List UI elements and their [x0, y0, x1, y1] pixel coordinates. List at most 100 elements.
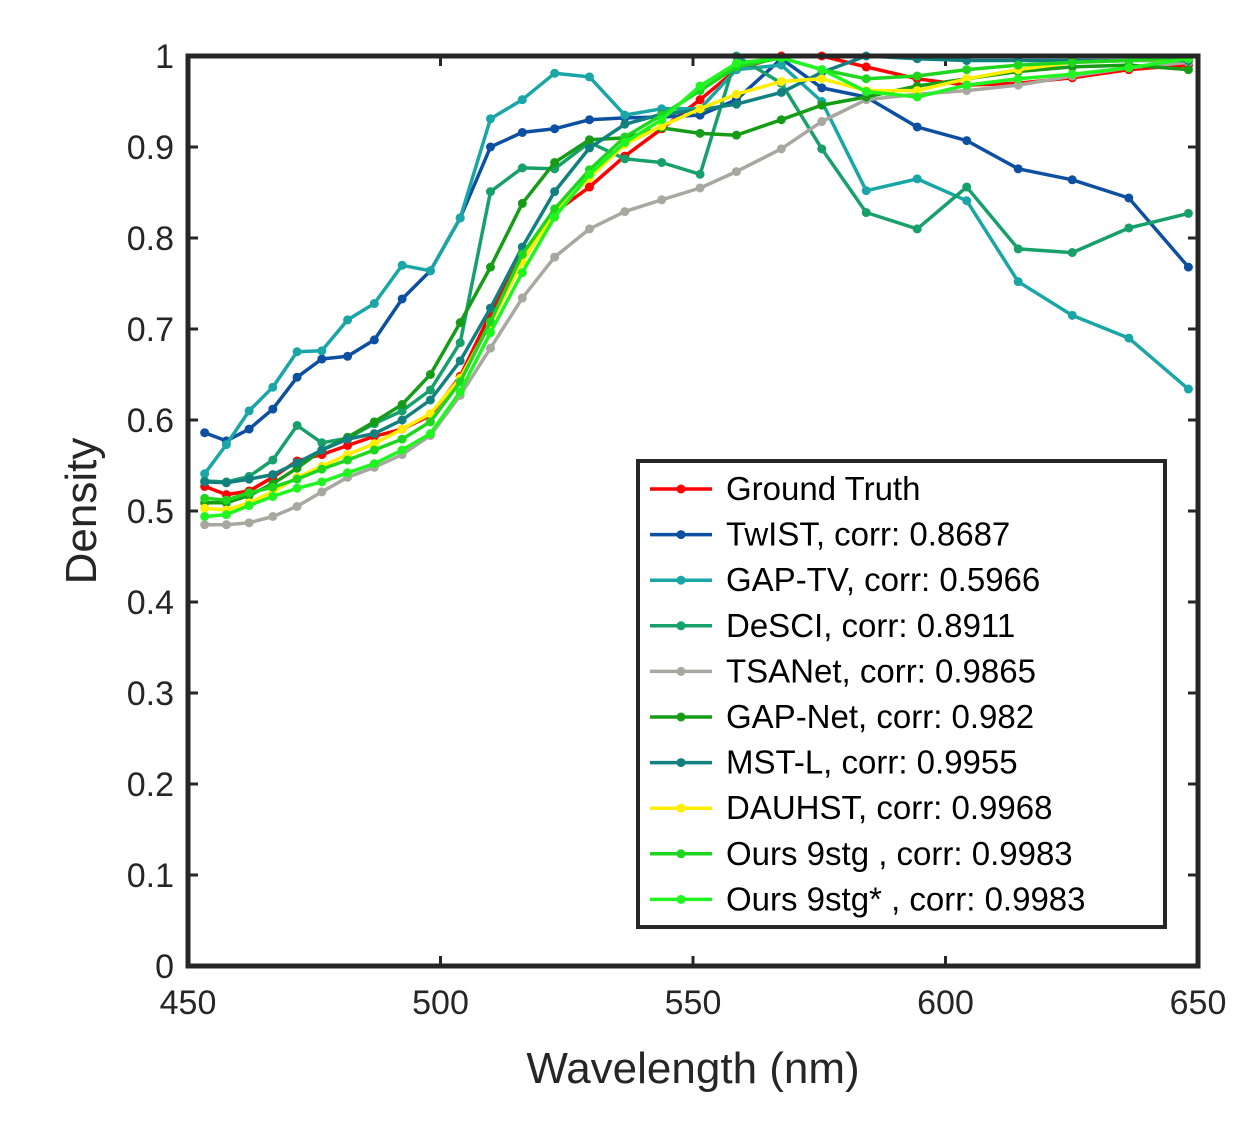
data-point — [584, 224, 594, 234]
data-point — [1013, 74, 1023, 84]
data-point — [962, 182, 972, 192]
series-line — [204, 56, 1190, 443]
data-point — [485, 114, 495, 124]
data-point — [817, 144, 827, 154]
data-point — [200, 428, 210, 438]
data-point — [657, 115, 667, 125]
legend-marker — [676, 530, 686, 540]
data-point — [292, 474, 302, 484]
legend-entry: Ground Truth — [650, 470, 920, 507]
legend-marker — [676, 666, 686, 676]
data-point — [485, 187, 495, 197]
data-point — [1013, 80, 1023, 90]
data-point — [317, 438, 327, 448]
data-point — [620, 154, 630, 164]
y-tick-label: 0.8 — [127, 220, 174, 258]
data-point — [425, 395, 435, 405]
legend-entry: TSANet, corr: 0.9865 — [650, 652, 1036, 689]
data-point — [200, 469, 210, 479]
data-point — [455, 338, 465, 348]
data-point — [317, 346, 327, 356]
data-point — [317, 477, 327, 487]
data-point — [1124, 333, 1134, 343]
legend-label: Ground Truth — [726, 470, 920, 507]
data-point — [1183, 208, 1193, 218]
data-point — [817, 117, 827, 127]
data-point — [292, 372, 302, 382]
data-point — [397, 406, 407, 416]
data-point — [584, 115, 594, 125]
data-point — [657, 195, 667, 205]
data-point — [861, 86, 871, 96]
legend-label: Ours 9stg* , corr: 0.9983 — [726, 880, 1086, 917]
data-point — [1124, 193, 1134, 203]
data-point — [517, 198, 527, 208]
data-point — [1124, 63, 1134, 73]
data-point — [397, 260, 407, 270]
data-point — [861, 208, 871, 218]
data-point — [517, 127, 527, 137]
data-point — [1013, 60, 1023, 70]
data-point — [1067, 69, 1077, 79]
data-point — [221, 510, 231, 520]
data-point — [369, 417, 379, 427]
data-point — [397, 415, 407, 425]
legend-entry: GAP-TV, corr: 0.5966 — [650, 561, 1040, 598]
legend: Ground Truth TwIST, corr: 0.8687 GAP-TV, c… — [636, 459, 1167, 929]
data-point — [731, 89, 741, 99]
data-point — [517, 95, 527, 105]
legend-label: GAP-Net, corr: 0.982 — [726, 698, 1034, 735]
data-point — [221, 495, 231, 505]
data-point — [731, 167, 741, 177]
data-point — [244, 424, 254, 434]
data-point — [776, 60, 786, 70]
data-point — [317, 354, 327, 364]
data-point — [200, 477, 210, 487]
data-point — [550, 157, 560, 167]
data-point — [817, 83, 827, 93]
data-point — [517, 249, 527, 259]
data-point — [550, 124, 560, 134]
data-point — [1067, 57, 1077, 67]
data-point — [244, 501, 254, 511]
data-point — [485, 142, 495, 152]
y-tick-label: 1 — [155, 38, 174, 76]
data-point — [485, 343, 495, 353]
data-point — [695, 169, 705, 179]
data-point — [369, 299, 379, 309]
data-point — [369, 429, 379, 439]
data-point — [731, 130, 741, 140]
data-point — [584, 72, 594, 82]
y-tick-label: 0.1 — [127, 857, 174, 895]
legend-entry: Ours 9stg* , corr: 0.9983 — [650, 880, 1086, 917]
data-point — [584, 143, 594, 153]
data-point — [425, 370, 435, 379]
data-point — [268, 511, 278, 521]
y-tick-label: 0.6 — [127, 402, 174, 440]
y-tick-label: 0 — [155, 948, 174, 986]
data-point — [397, 294, 407, 304]
data-point — [343, 440, 353, 450]
series-line — [203, 63, 1190, 475]
data-point — [517, 268, 527, 278]
data-point — [1013, 164, 1023, 174]
data-point — [292, 458, 302, 468]
x-tick-label: 600 — [917, 984, 974, 1022]
series-9 — [200, 53, 1193, 521]
data-point — [1067, 310, 1077, 320]
data-point — [317, 487, 327, 497]
legend-entry: DeSCI, corr: 0.8911 — [650, 607, 1015, 644]
data-point — [620, 137, 630, 147]
data-point — [817, 74, 827, 84]
data-point — [620, 207, 630, 217]
data-point — [268, 404, 278, 414]
data-point — [455, 356, 465, 366]
data-point — [620, 110, 630, 120]
data-point — [695, 128, 705, 138]
data-point — [343, 434, 353, 444]
data-point — [221, 478, 231, 488]
legend-entry: MST-L, corr: 0.9955 — [650, 744, 1018, 781]
data-point — [200, 511, 210, 521]
data-point — [962, 136, 972, 146]
